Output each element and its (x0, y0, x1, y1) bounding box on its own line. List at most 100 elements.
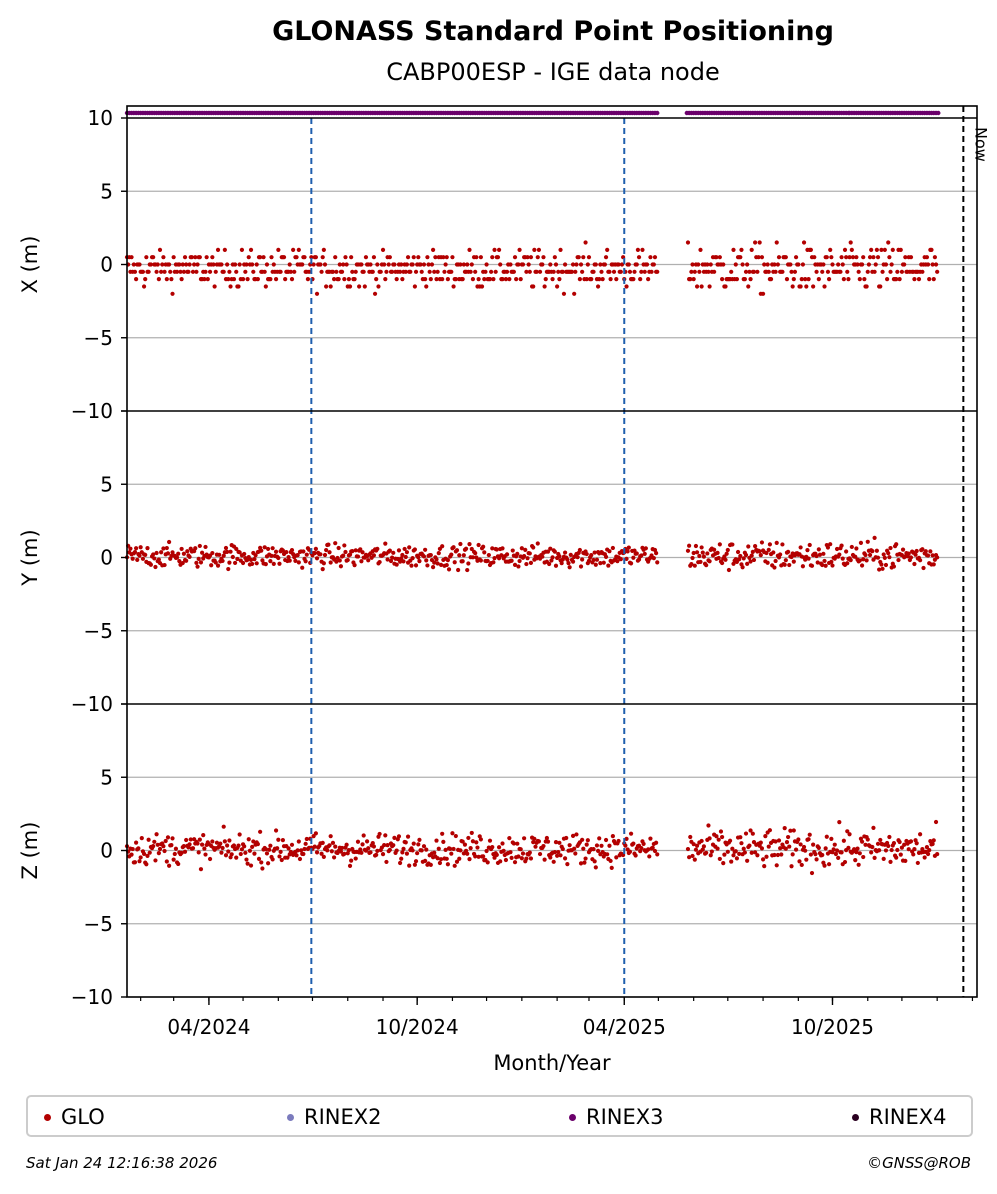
glo-data-point (421, 554, 427, 559)
glo-data-point (842, 859, 848, 865)
glo-data-point (848, 558, 853, 563)
glo-data-point (465, 567, 470, 573)
glo-data-point (855, 846, 860, 851)
glo-data-point (729, 859, 734, 864)
y-axis-label: Z (m) (18, 822, 42, 880)
glo-data-point (861, 854, 866, 860)
glo-data-point (928, 549, 933, 554)
glo-data-point (751, 557, 757, 563)
glo-data-point (743, 269, 749, 274)
glo-data-point (534, 269, 539, 274)
glo-data-point (918, 558, 923, 563)
glo-data-point (922, 855, 927, 860)
glo-data-point (138, 545, 143, 550)
glo-data-point (743, 552, 749, 558)
glo-data-point (631, 277, 636, 282)
glo-data-point (202, 277, 207, 282)
glo-data-point (725, 849, 730, 854)
glo-data-point (145, 546, 150, 551)
glo-data-point (159, 269, 164, 274)
glo-data-point (499, 553, 504, 558)
glo-data-point (358, 847, 363, 852)
glo-data-point (697, 553, 702, 559)
glo-data-point (816, 845, 821, 850)
glo-data-point (894, 542, 899, 547)
glo-data-point (184, 558, 189, 563)
glo-data-point (838, 269, 843, 274)
glo-data-point (828, 247, 833, 252)
glo-data-point (161, 546, 166, 551)
glo-data-point (639, 846, 644, 851)
glo-data-point (190, 846, 196, 851)
glo-data-point (337, 558, 342, 563)
glo-data-point (263, 284, 268, 289)
glo-data-point (271, 262, 276, 267)
glo-data-point (245, 277, 250, 282)
glo-data-point (722, 852, 727, 857)
glo-data-point (285, 855, 290, 860)
glo-data-point (449, 851, 454, 856)
glo-data-point (837, 552, 842, 557)
glo-data-point (226, 566, 231, 572)
glo-data-point (881, 856, 886, 861)
glo-data-point (826, 862, 832, 867)
glo-data-point (514, 277, 519, 282)
glo-data-point (377, 831, 382, 837)
glo-data-point (592, 550, 597, 555)
glo-data-point (452, 560, 457, 565)
glo-data-point (883, 262, 889, 267)
glo-data-point (921, 565, 926, 571)
glo-data-point (807, 832, 812, 837)
glo-data-point (698, 559, 703, 565)
glo-data-point (540, 554, 545, 559)
glo-data-point (634, 551, 639, 556)
glo-data-point (225, 843, 230, 848)
glo-data-point (572, 291, 577, 296)
glo-data-point (375, 262, 380, 267)
glo-data-point (232, 262, 238, 267)
glo-data-point (147, 850, 152, 855)
glo-data-point (482, 550, 487, 555)
glo-data-point (708, 262, 713, 267)
glo-data-point (387, 255, 392, 260)
glo-data-point (778, 552, 783, 557)
glo-data-point (791, 277, 796, 282)
glo-data-point (503, 277, 509, 282)
glo-data-point (486, 552, 491, 558)
glo-data-point (618, 557, 623, 562)
glo-data-point (197, 255, 202, 260)
glo-data-point (138, 855, 143, 860)
glo-data-point (548, 262, 553, 267)
glo-data-point (218, 841, 223, 846)
glo-data-point (603, 837, 609, 843)
glo-data-point (228, 549, 233, 554)
glo-data-point (801, 844, 807, 850)
glo-data-point (184, 837, 189, 843)
glo-data-point (712, 269, 717, 274)
glo-data-point (689, 562, 694, 567)
glo-data-point (370, 269, 375, 274)
glo-data-point (148, 262, 153, 267)
glo-data-point (636, 255, 642, 260)
glo-data-point (141, 284, 147, 289)
glo-data-point (784, 840, 790, 845)
glo-data-point (498, 262, 503, 267)
glo-data-point (809, 870, 815, 876)
glo-data-point (445, 558, 450, 563)
glo-data-point (721, 861, 726, 866)
glo-data-point (346, 848, 351, 853)
glo-data-point (407, 863, 412, 868)
glo-data-point (609, 865, 614, 870)
glo-data-point (687, 855, 692, 860)
glo-data-point (428, 862, 433, 867)
glo-data-point (376, 284, 381, 289)
glo-data-point (205, 277, 210, 282)
glo-data-point (854, 546, 859, 551)
y-axis-label: X (m) (18, 236, 42, 294)
glo-data-point (774, 540, 779, 546)
glo-data-point (478, 558, 483, 563)
glo-data-point (469, 546, 474, 552)
legend-rinex3-label: RINEX3 (586, 1105, 664, 1129)
glo-data-point (523, 547, 528, 553)
glo-data-point (737, 557, 742, 562)
